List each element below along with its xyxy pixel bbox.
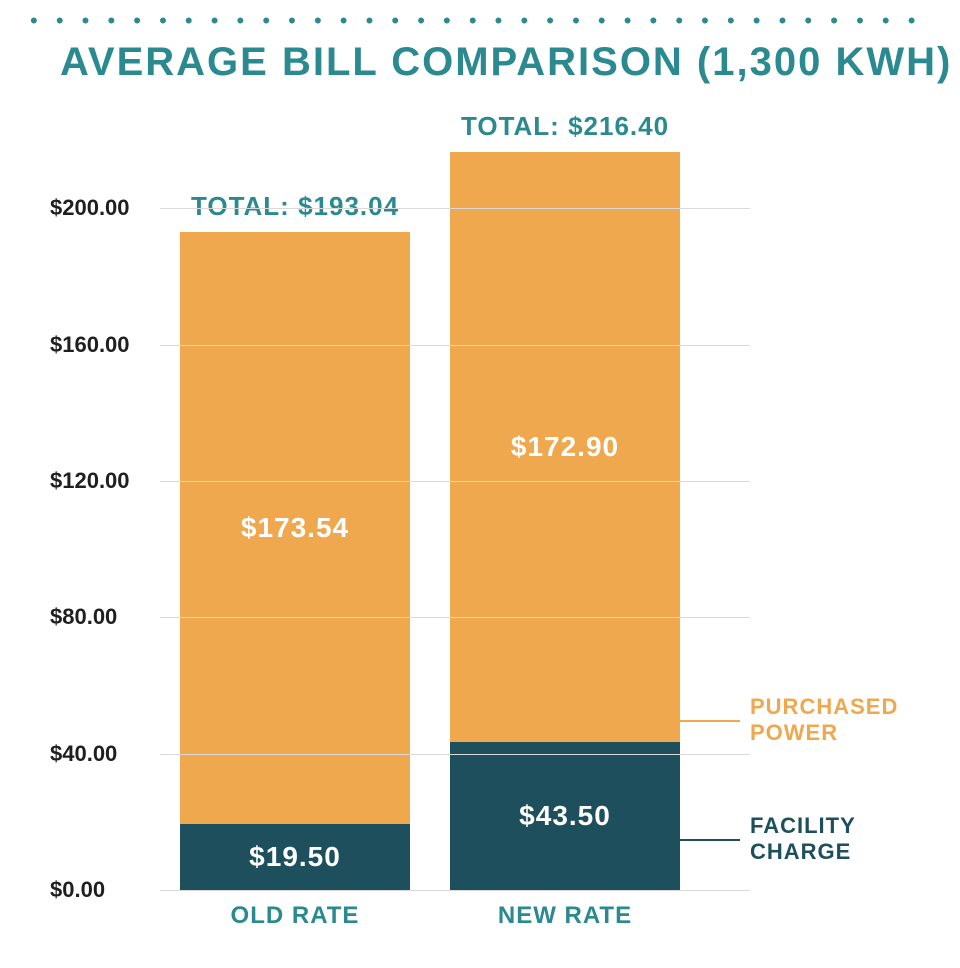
x-axis-label-old: OLD RATE [180,902,410,930]
y-axis-tick-label: $200.00 [50,195,150,221]
gridline [160,208,750,209]
y-axis-tick-label: $120.00 [50,468,150,494]
bar-segment-old-purchased: $173.54 [180,232,410,824]
bar-group-old: $19.50$173.54TOTAL: $193.04OLD RATE [180,232,410,890]
gridline [160,345,750,346]
legend-tick-purchased [680,720,740,722]
y-axis-tick-label: $40.00 [50,741,150,767]
bar-segment-new-purchased: $172.90 [450,152,680,741]
gridline [160,481,750,482]
gridline [160,754,750,755]
legend-label-purchased: PURCHASEDPOWER [750,694,930,746]
gridline [160,617,750,618]
y-axis-tick-label: $0.00 [50,877,150,903]
chart-container: • • • • • • • • • • • • • • • • • • • • … [0,0,960,968]
decorative-dots: • • • • • • • • • • • • • • • • • • • • … [30,8,930,34]
bar-total-label-new: TOTAL: $216.40 [450,111,680,142]
bar-total-label-old: TOTAL: $193.04 [180,191,410,222]
bar-group-new: $43.50$172.90TOTAL: $216.40NEW RATE [450,152,680,890]
y-axis-tick-label: $160.00 [50,332,150,358]
x-axis-label-new: NEW RATE [450,902,680,930]
bar-segment-old-facility: $19.50 [180,824,410,890]
gridline [160,890,750,891]
legend-label-facility: FACILITYCHARGE [750,813,930,865]
legend-tick-facility [680,839,740,841]
chart-title: AVERAGE BILL COMPARISON (1,300 KWH) [60,40,952,85]
chart-plot-area: $19.50$173.54TOTAL: $193.04OLD RATE$43.5… [50,140,750,890]
bar-segment-new-facility: $43.50 [450,742,680,890]
bars-container: $19.50$173.54TOTAL: $193.04OLD RATE$43.5… [160,140,750,890]
y-axis-tick-label: $80.00 [50,604,150,630]
